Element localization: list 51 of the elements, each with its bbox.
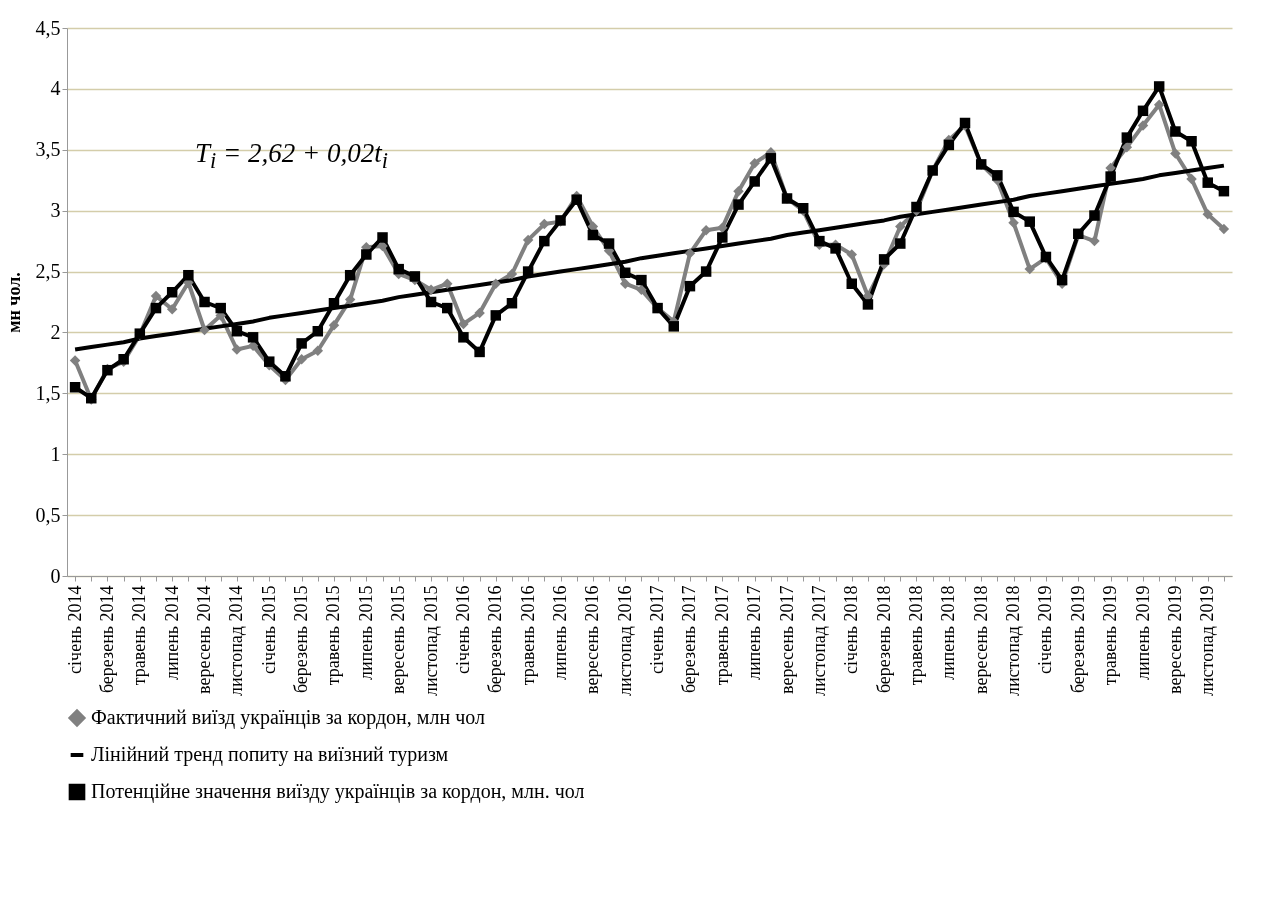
y-tick-label: 1: [50, 442, 61, 465]
y-tick-label: 3: [50, 199, 61, 222]
x-tick-label: вересень 2017: [776, 585, 797, 694]
x-tick-label: січень 2016: [452, 585, 473, 674]
x-tick-label: листопад 2019: [1197, 585, 1218, 697]
x-tick-label: травень 2018: [905, 585, 926, 686]
x-tick-label: січень 2019: [1035, 585, 1056, 674]
x-tick-label: січень 2017: [647, 585, 668, 674]
legend-label: Фактичний виїзд українців за кордон, млн чол: [91, 706, 485, 729]
x-tick-label: липень 2019: [1132, 585, 1153, 681]
x-tick-label: березень 2017: [679, 585, 700, 694]
y-tick-label: 2: [50, 320, 61, 343]
x-tick-label: січень 2014: [64, 585, 85, 674]
y-tick-label: 2,5: [35, 260, 61, 283]
x-tick-label: вересень 2015: [388, 585, 409, 694]
y-tick-label: 3,5: [35, 138, 61, 161]
x-tick-label: травень 2015: [323, 585, 344, 686]
x-tick-label: березень 2018: [873, 585, 894, 694]
legend-label: Потенційне значення виїзду українців за кордон, млн. чол: [91, 780, 585, 803]
x-tick-label: листопад 2017: [808, 585, 829, 697]
x-tick-label: березень 2019: [1067, 585, 1088, 694]
x-tick-label: листопад 2015: [420, 585, 441, 697]
x-tick-label: травень 2016: [517, 585, 538, 686]
x-tick-label: березень 2015: [291, 585, 312, 694]
x-tick-label: липень 2018: [938, 585, 959, 681]
x-tick-label: січень 2015: [258, 585, 279, 674]
annotation: T$_{i}$ = 2,62 + 0,02t$_{i}$: [195, 138, 389, 175]
x-tick-label: вересень 2018: [970, 585, 991, 694]
x-tick-label: липень 2017: [744, 585, 765, 681]
y-tick-label: 0,5: [35, 503, 61, 526]
y-tick-label: 4,5: [35, 16, 61, 39]
x-tick-label: вересень 2014: [194, 585, 215, 694]
y-axis-title: мн чол.: [3, 272, 24, 333]
x-tick-label: вересень 2019: [1164, 585, 1185, 694]
x-tick-label: листопад 2018: [1003, 585, 1024, 697]
x-tick-label: липень 2014: [161, 585, 182, 681]
y-tick-label: 1,5: [35, 381, 61, 404]
x-tick-label: травень 2019: [1100, 585, 1121, 686]
x-tick-label: березень 2014: [96, 585, 117, 694]
x-tick-label: березень 2016: [485, 585, 506, 694]
y-tick-label: 0: [50, 564, 61, 587]
x-tick-label: травень 2017: [711, 585, 732, 686]
legend-label: Лінійний тренд попиту на виїзний туризм: [91, 743, 449, 766]
x-tick-label: січень 2018: [841, 585, 862, 674]
x-tick-label: листопад 2014: [226, 585, 247, 697]
y-tick-label: 4: [50, 77, 61, 100]
x-tick-label: липень 2016: [550, 585, 571, 681]
x-tick-label: липень 2015: [355, 585, 376, 681]
x-tick-label: травень 2014: [129, 585, 150, 686]
x-tick-label: листопад 2016: [614, 585, 635, 697]
x-tick-label: вересень 2016: [582, 585, 603, 694]
